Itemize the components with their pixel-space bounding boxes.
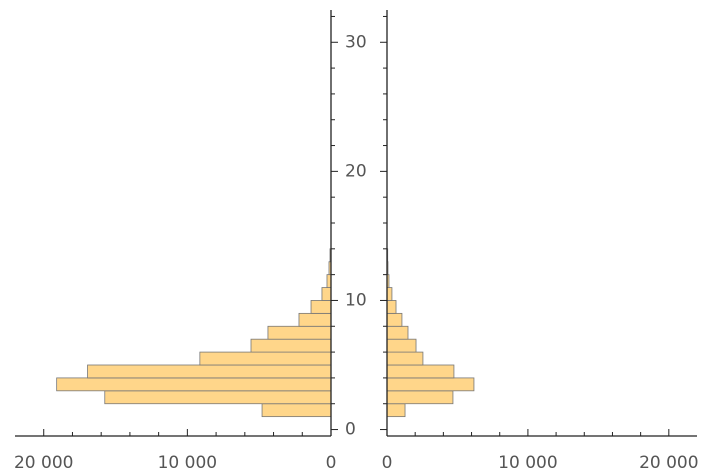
bar — [386, 312, 403, 327]
bar — [386, 390, 454, 405]
bar — [386, 338, 417, 353]
x-tick-label: 0 — [326, 453, 337, 473]
y-tick-label: 10 — [345, 290, 367, 310]
bar — [87, 364, 332, 379]
x-tick-label: 20 000 — [14, 453, 73, 473]
x-tick-label: 10 000 — [158, 453, 217, 473]
bar — [386, 300, 397, 314]
bar — [386, 351, 424, 366]
y-tick-label: 20 — [345, 161, 367, 181]
y-tick-label: 0 — [345, 420, 356, 440]
bar — [250, 338, 332, 353]
bar — [310, 300, 332, 314]
bar — [261, 403, 332, 418]
bar — [104, 390, 332, 405]
y-tick-label: 30 — [345, 32, 367, 52]
bar — [298, 312, 332, 327]
bar — [386, 364, 455, 379]
bar — [386, 377, 475, 392]
bar — [386, 287, 393, 301]
bar — [386, 403, 406, 418]
bar — [321, 287, 332, 301]
x-tick-label: 20 000 — [639, 453, 698, 473]
bar — [56, 377, 332, 392]
bar — [386, 325, 409, 340]
bar — [267, 325, 332, 340]
bar — [199, 351, 332, 366]
x-tick-label: 10 000 — [498, 453, 557, 473]
x-tick-label: 0 — [382, 453, 393, 473]
